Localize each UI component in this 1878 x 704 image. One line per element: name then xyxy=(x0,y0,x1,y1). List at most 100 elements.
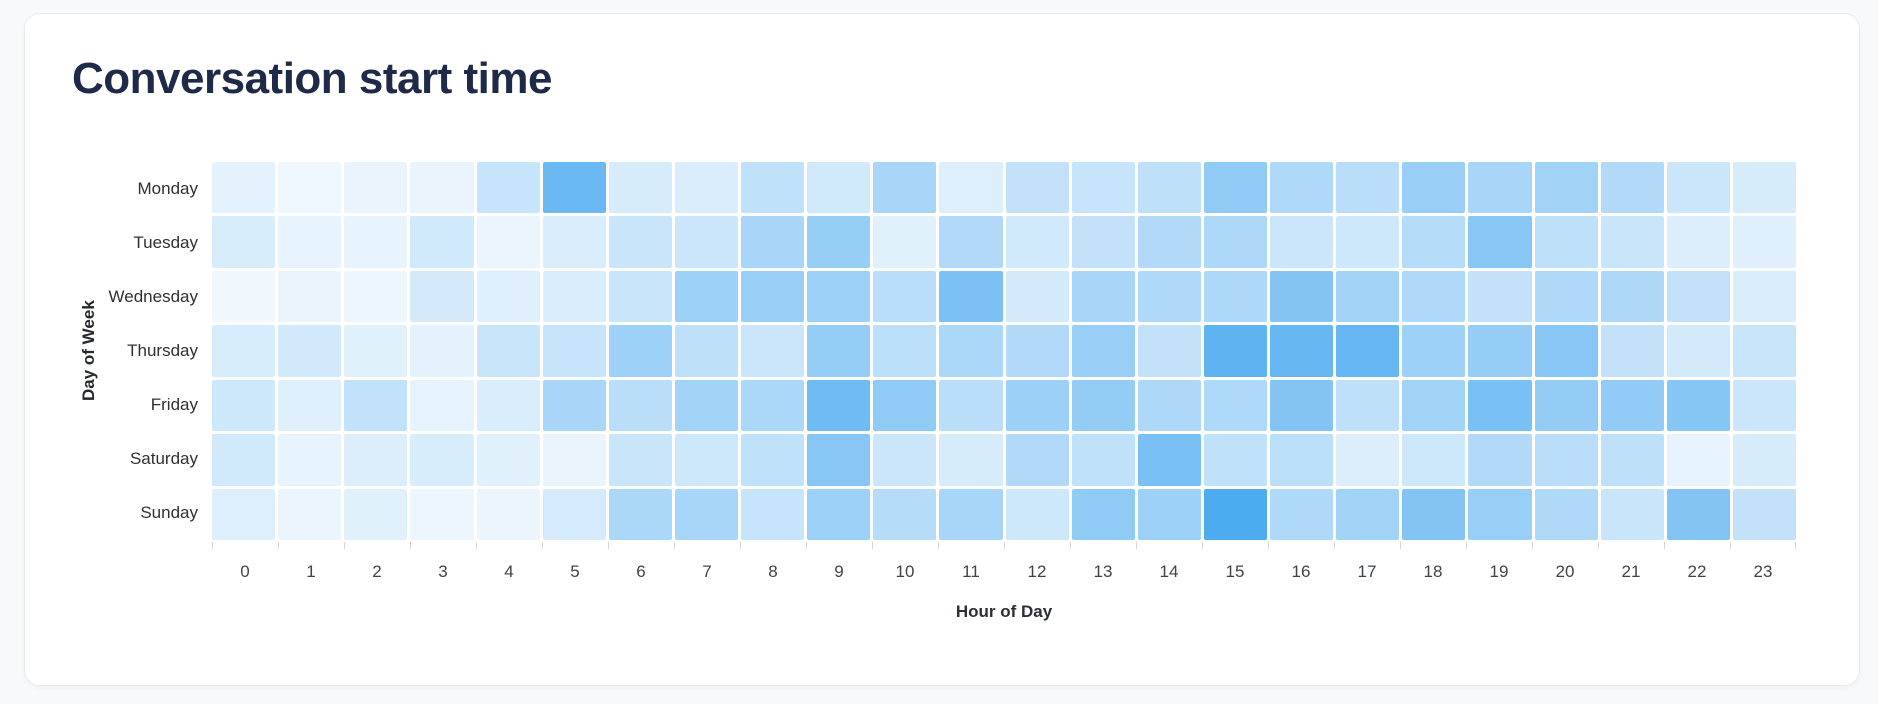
heatmap-cell[interactable] xyxy=(1336,488,1400,540)
heatmap-cell[interactable] xyxy=(1600,325,1664,377)
heatmap-cell[interactable] xyxy=(873,325,937,377)
heatmap-cell[interactable] xyxy=(344,325,408,377)
heatmap-cell[interactable] xyxy=(608,379,672,432)
heatmap-cell[interactable] xyxy=(212,488,276,540)
heatmap-cell[interactable] xyxy=(1005,325,1069,377)
heatmap-cell[interactable] xyxy=(1666,488,1730,540)
heatmap-cell[interactable] xyxy=(1005,488,1069,540)
heatmap-cell[interactable] xyxy=(1203,216,1267,268)
heatmap-cell[interactable] xyxy=(1534,216,1598,268)
heatmap-cell[interactable] xyxy=(476,379,540,432)
heatmap-cell[interactable] xyxy=(1005,379,1069,432)
heatmap-cell[interactable] xyxy=(476,434,540,486)
heatmap-cell[interactable] xyxy=(1534,434,1598,486)
heatmap-cell[interactable] xyxy=(344,162,408,214)
heatmap-cell[interactable] xyxy=(1732,162,1796,214)
heatmap-cell[interactable] xyxy=(1666,216,1730,268)
heatmap-cell[interactable] xyxy=(1666,270,1730,323)
heatmap-cell[interactable] xyxy=(741,434,805,486)
heatmap-cell[interactable] xyxy=(873,488,937,540)
heatmap-cell[interactable] xyxy=(1203,434,1267,486)
heatmap-cell[interactable] xyxy=(1270,162,1334,214)
heatmap-cell[interactable] xyxy=(1005,162,1069,214)
heatmap-cell[interactable] xyxy=(212,379,276,432)
heatmap-cell[interactable] xyxy=(939,216,1003,268)
heatmap-cell[interactable] xyxy=(807,379,871,432)
heatmap-cell[interactable] xyxy=(278,216,342,268)
heatmap-cell[interactable] xyxy=(741,162,805,214)
heatmap-cell[interactable] xyxy=(1600,216,1664,268)
heatmap-cell[interactable] xyxy=(939,270,1003,323)
heatmap-cell[interactable] xyxy=(807,162,871,214)
heatmap-cell[interactable] xyxy=(674,216,738,268)
heatmap-cell[interactable] xyxy=(410,270,474,323)
heatmap-cell[interactable] xyxy=(1666,325,1730,377)
heatmap-cell[interactable] xyxy=(476,325,540,377)
heatmap-cell[interactable] xyxy=(807,325,871,377)
heatmap-cell[interactable] xyxy=(873,216,937,268)
heatmap-cell[interactable] xyxy=(873,162,937,214)
heatmap-cell[interactable] xyxy=(1137,216,1201,268)
heatmap-cell[interactable] xyxy=(608,216,672,268)
heatmap-cell[interactable] xyxy=(1071,434,1135,486)
heatmap-cell[interactable] xyxy=(1732,216,1796,268)
heatmap-cell[interactable] xyxy=(939,434,1003,486)
heatmap-cell[interactable] xyxy=(807,488,871,540)
heatmap-cell[interactable] xyxy=(212,325,276,377)
heatmap-cell[interactable] xyxy=(1005,434,1069,486)
heatmap-cell[interactable] xyxy=(1270,434,1334,486)
heatmap-cell[interactable] xyxy=(1270,379,1334,432)
heatmap-cell[interactable] xyxy=(1468,488,1532,540)
heatmap-cell[interactable] xyxy=(542,162,606,214)
heatmap-cell[interactable] xyxy=(278,325,342,377)
heatmap-cell[interactable] xyxy=(1137,434,1201,486)
heatmap-cell[interactable] xyxy=(873,434,937,486)
heatmap-cell[interactable] xyxy=(674,488,738,540)
heatmap-cell[interactable] xyxy=(1402,488,1466,540)
heatmap-cell[interactable] xyxy=(1600,434,1664,486)
heatmap-cell[interactable] xyxy=(1336,325,1400,377)
heatmap-cell[interactable] xyxy=(807,216,871,268)
heatmap-cell[interactable] xyxy=(1336,162,1400,214)
heatmap-cell[interactable] xyxy=(410,434,474,486)
heatmap-cell[interactable] xyxy=(1600,162,1664,214)
heatmap-cell[interactable] xyxy=(212,270,276,323)
heatmap-cell[interactable] xyxy=(1402,270,1466,323)
heatmap-cell[interactable] xyxy=(1732,270,1796,323)
heatmap-cell[interactable] xyxy=(1468,434,1532,486)
heatmap-cell[interactable] xyxy=(476,270,540,323)
heatmap-cell[interactable] xyxy=(344,488,408,540)
heatmap-cell[interactable] xyxy=(1203,379,1267,432)
heatmap-cell[interactable] xyxy=(1402,216,1466,268)
heatmap-cell[interactable] xyxy=(1203,162,1267,214)
heatmap-cell[interactable] xyxy=(939,379,1003,432)
heatmap-cell[interactable] xyxy=(1203,325,1267,377)
heatmap-cell[interactable] xyxy=(410,488,474,540)
heatmap-cell[interactable] xyxy=(410,162,474,214)
heatmap-cell[interactable] xyxy=(807,434,871,486)
heatmap-cell[interactable] xyxy=(674,379,738,432)
heatmap-cell[interactable] xyxy=(1203,488,1267,540)
heatmap-cell[interactable] xyxy=(278,162,342,214)
heatmap-cell[interactable] xyxy=(212,434,276,486)
heatmap-cell[interactable] xyxy=(542,434,606,486)
heatmap-cell[interactable] xyxy=(674,162,738,214)
heatmap-cell[interactable] xyxy=(542,216,606,268)
heatmap-cell[interactable] xyxy=(1534,488,1598,540)
heatmap-cell[interactable] xyxy=(542,379,606,432)
heatmap-cell[interactable] xyxy=(1534,270,1598,323)
heatmap-cell[interactable] xyxy=(741,325,805,377)
heatmap-cell[interactable] xyxy=(542,270,606,323)
heatmap-cell[interactable] xyxy=(1600,379,1664,432)
heatmap-cell[interactable] xyxy=(410,379,474,432)
heatmap-cell[interactable] xyxy=(1732,488,1796,540)
heatmap-cell[interactable] xyxy=(212,216,276,268)
heatmap-cell[interactable] xyxy=(1600,270,1664,323)
heatmap-cell[interactable] xyxy=(608,270,672,323)
heatmap-cell[interactable] xyxy=(873,379,937,432)
heatmap-cell[interactable] xyxy=(1666,162,1730,214)
heatmap-cell[interactable] xyxy=(542,488,606,540)
heatmap-cell[interactable] xyxy=(1336,216,1400,268)
heatmap-cell[interactable] xyxy=(1071,379,1135,432)
heatmap-cell[interactable] xyxy=(741,216,805,268)
